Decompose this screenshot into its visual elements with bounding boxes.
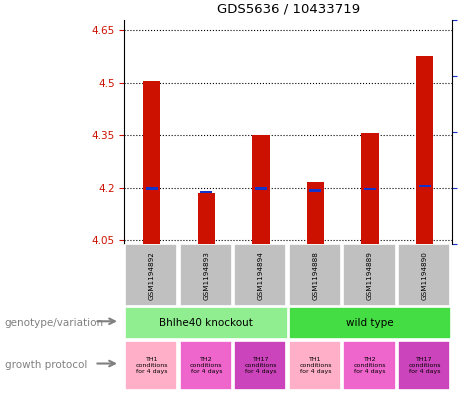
- Bar: [146, 187, 158, 189]
- Text: GSM1194890: GSM1194890: [421, 251, 427, 299]
- Text: GSM1194888: GSM1194888: [313, 251, 319, 299]
- Text: GSM1194894: GSM1194894: [258, 251, 264, 299]
- Bar: [180, 244, 232, 306]
- Text: GSM1194889: GSM1194889: [367, 251, 373, 299]
- Title: GDS5636 / 10433719: GDS5636 / 10433719: [217, 3, 360, 16]
- Text: TH2
conditions
for 4 days: TH2 conditions for 4 days: [354, 357, 386, 374]
- Bar: [125, 341, 177, 390]
- Bar: [289, 244, 341, 306]
- Text: GSM1194893: GSM1194893: [203, 251, 209, 299]
- Bar: [416, 57, 433, 244]
- Bar: [255, 187, 267, 189]
- Bar: [234, 244, 286, 306]
- Bar: [198, 193, 215, 244]
- Bar: [234, 341, 286, 390]
- Text: TH2
conditions
for 4 days: TH2 conditions for 4 days: [190, 357, 223, 374]
- Bar: [252, 135, 270, 244]
- Text: GSM1194892: GSM1194892: [149, 251, 155, 299]
- Text: growth protocol: growth protocol: [5, 360, 87, 371]
- Bar: [180, 341, 232, 390]
- Bar: [364, 188, 376, 190]
- Text: TH1
conditions
for 4 days: TH1 conditions for 4 days: [136, 357, 168, 374]
- Bar: [419, 185, 431, 187]
- Bar: [343, 341, 396, 390]
- Bar: [289, 307, 451, 339]
- Bar: [143, 81, 160, 244]
- Text: TH17
conditions
for 4 days: TH17 conditions for 4 days: [245, 357, 277, 374]
- Bar: [289, 341, 341, 390]
- Bar: [200, 191, 213, 193]
- Text: TH17
conditions
for 4 days: TH17 conditions for 4 days: [408, 357, 441, 374]
- Text: wild type: wild type: [346, 318, 394, 328]
- Bar: [343, 244, 396, 306]
- Bar: [398, 341, 450, 390]
- Text: genotype/variation: genotype/variation: [5, 318, 104, 328]
- Bar: [361, 133, 378, 244]
- Bar: [125, 244, 177, 306]
- Bar: [125, 307, 288, 339]
- Text: TH1
conditions
for 4 days: TH1 conditions for 4 days: [299, 357, 331, 374]
- Bar: [309, 189, 321, 192]
- Bar: [307, 182, 324, 244]
- Text: Bhlhe40 knockout: Bhlhe40 knockout: [160, 318, 253, 328]
- Bar: [398, 244, 450, 306]
